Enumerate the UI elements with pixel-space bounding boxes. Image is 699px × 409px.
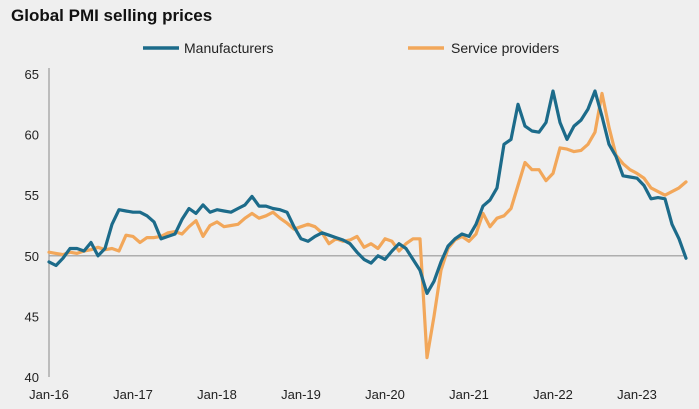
legend-label: Service providers <box>451 40 559 56</box>
x-axis: Jan-16 Jan-17 Jan-18 Jan-19 Jan-20 Jan-21 Jan-… <box>29 387 657 402</box>
legend-label: Manufacturers <box>184 40 273 56</box>
x-tick-label: Jan-21 <box>449 387 489 402</box>
plot-area <box>47 89 688 360</box>
x-tick-label: Jan-20 <box>365 387 405 402</box>
x-tick-label: Jan-23 <box>617 387 657 402</box>
y-tick-label: 65 <box>25 67 39 82</box>
series-line-service-providers <box>47 91 688 360</box>
chart-title: Global PMI selling prices <box>11 6 213 25</box>
y-tick-label: 60 <box>25 128 39 143</box>
series-line-manufacturers <box>47 89 688 295</box>
y-tick-label: 50 <box>25 249 39 264</box>
y-tick-label: 45 <box>25 309 39 324</box>
x-tick-label: Jan-18 <box>197 387 237 402</box>
x-tick-label: Jan-17 <box>113 387 153 402</box>
x-tick-label: Jan-22 <box>533 387 573 402</box>
x-tick-label: Jan-16 <box>29 387 69 402</box>
y-tick-label: 55 <box>25 188 39 203</box>
legend: Manufacturers Service providers <box>143 40 559 56</box>
y-tick-label: 40 <box>25 370 39 385</box>
y-axis: 40 45 50 55 60 65 <box>25 67 50 385</box>
x-tick-label: Jan-19 <box>281 387 321 402</box>
